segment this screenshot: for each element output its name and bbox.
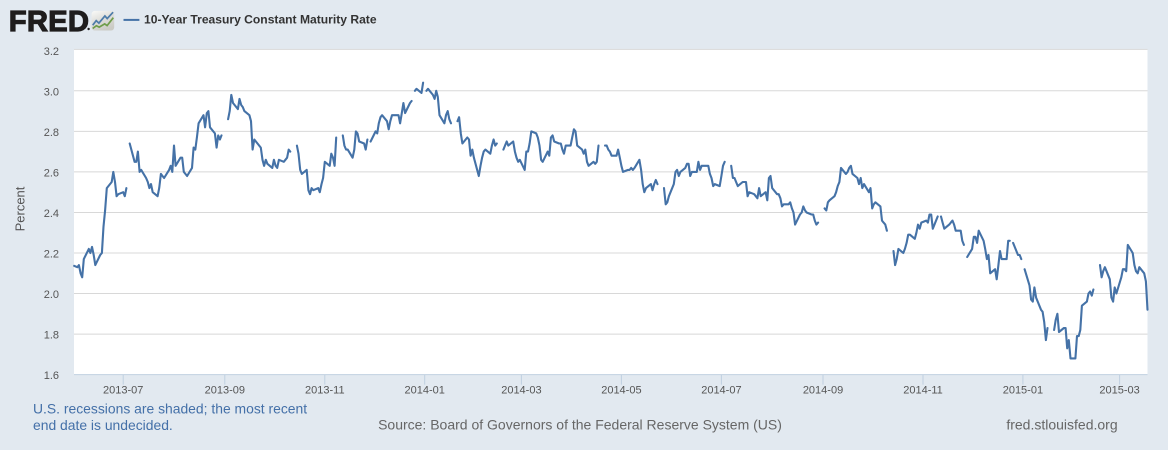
- svg-text:2013-11: 2013-11: [305, 385, 345, 397]
- svg-text:2014-09: 2014-09: [803, 385, 843, 397]
- svg-text:2014-07: 2014-07: [701, 385, 741, 397]
- svg-text:end date is undecided.: end date is undecided.: [33, 417, 173, 433]
- svg-text:2.4: 2.4: [44, 208, 59, 220]
- svg-text:2014-03: 2014-03: [501, 385, 541, 397]
- svg-text:2.0: 2.0: [44, 289, 59, 301]
- svg-text:2014-05: 2014-05: [601, 385, 641, 397]
- svg-text:Percent: Percent: [12, 186, 27, 231]
- svg-text:2015-01: 2015-01: [1003, 385, 1043, 397]
- svg-text:2015-03: 2015-03: [1099, 385, 1139, 397]
- svg-text:2013-07: 2013-07: [103, 385, 143, 397]
- svg-text:FRED: FRED: [9, 6, 89, 38]
- svg-text:U.S. recessions are shaded; th: U.S. recessions are shaded; the most rec…: [33, 401, 307, 417]
- svg-text:1.6: 1.6: [44, 370, 59, 382]
- svg-text:1.8: 1.8: [44, 330, 59, 342]
- svg-text:Source: Board of Governors of: Source: Board of Governors of the Federa…: [378, 417, 782, 433]
- svg-text:2013-09: 2013-09: [205, 385, 245, 397]
- svg-text:10-Year Treasury Constant Matu: 10-Year Treasury Constant Maturity Rate: [144, 13, 377, 27]
- svg-text:2.2: 2.2: [44, 249, 59, 261]
- svg-text:2.6: 2.6: [44, 167, 59, 179]
- svg-text:3.2: 3.2: [44, 46, 59, 58]
- svg-text:2014-01: 2014-01: [405, 385, 445, 397]
- svg-text:2.8: 2.8: [44, 127, 59, 139]
- svg-text:2014-11: 2014-11: [903, 385, 943, 397]
- svg-text:fred.stlouisfed.org: fred.stlouisfed.org: [1006, 417, 1117, 433]
- svg-text:3.0: 3.0: [44, 86, 59, 98]
